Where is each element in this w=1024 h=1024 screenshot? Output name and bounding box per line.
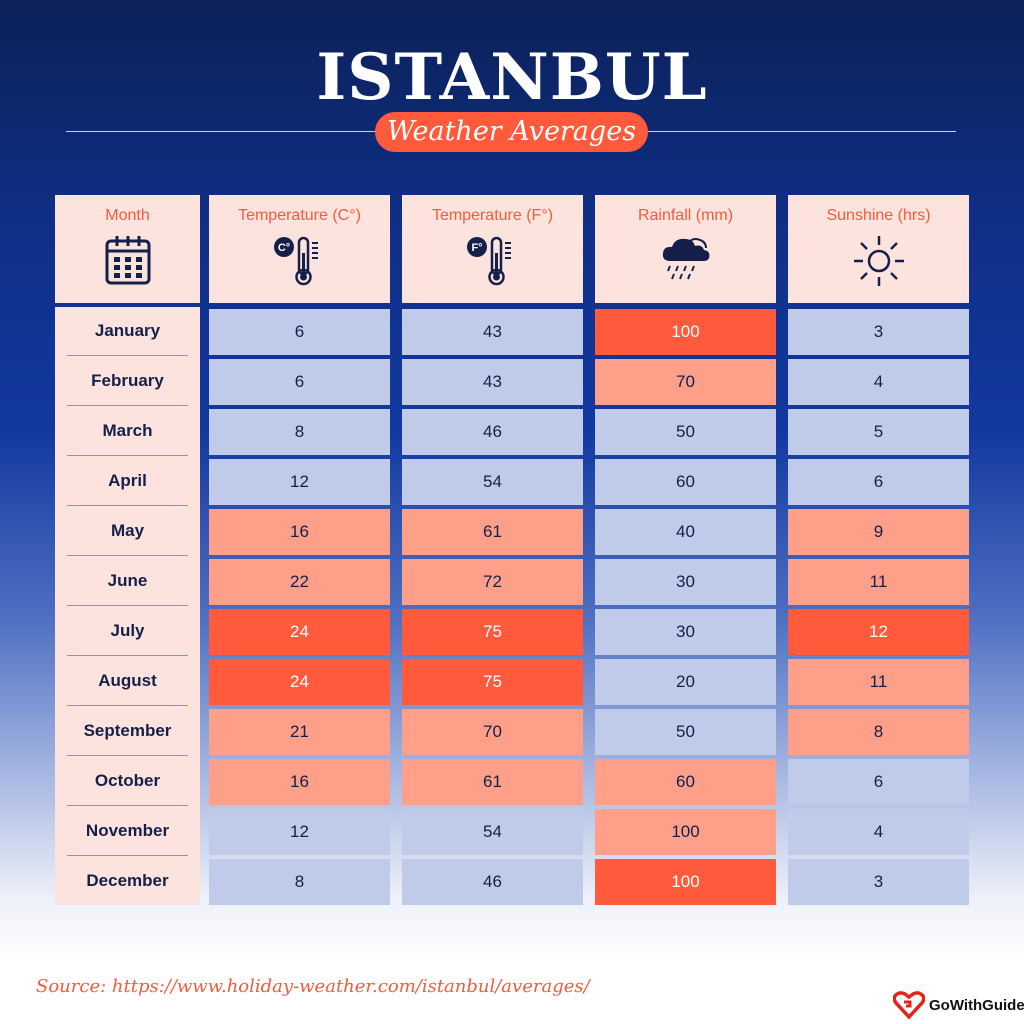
table-cell-rainfall: 60 [595,759,776,805]
table-cell-temp-c: 16 [209,759,390,805]
month-divider [67,405,188,406]
table-cell-rainfall: 20 [595,659,776,705]
table-cell-rainfall: 100 [595,309,776,355]
table-cell-temp-f: 61 [402,759,583,805]
month-column: January February March April May June July Augu… [55,307,200,905]
sun-icon [851,233,907,294]
table-cell-temp-c: 6 [209,359,390,405]
title-divider-left [66,131,378,132]
table-cell-temp-c: 22 [209,559,390,605]
month-divider [67,805,188,806]
header-label-sunshine: Sunshine (hrs) [826,207,931,224]
month-label: May [110,521,145,540]
month-label: August [98,671,157,690]
table-cell-temp-c: 8 [209,859,390,905]
table-cell-temp-f: 54 [402,459,583,505]
calendar-icon [103,233,153,292]
header-month: Month [55,195,200,303]
table-cell-temp-f: 75 [402,659,583,705]
month-label: June [107,571,148,590]
title-divider-right [646,131,956,132]
table-cell-temp-f: 43 [402,359,583,405]
table-cell-sunshine: 6 [788,759,969,805]
table-cell-sunshine: 5 [788,409,969,455]
header-sunshine: Sunshine (hrs) [788,195,969,303]
month-divider [67,655,188,656]
month-label: September [83,721,172,740]
header-rainfall: Rainfall (mm) [595,195,776,303]
table-cell-sunshine: 4 [788,809,969,855]
table-cell-sunshine: 11 [788,659,969,705]
thermometer-celsius-icon: C° [272,233,328,294]
table-cell-rainfall: 30 [595,559,776,605]
table-cell-temp-f: 46 [402,859,583,905]
table-cell-sunshine: 3 [788,859,969,905]
month-label: November [85,821,170,840]
table-cell-temp-c: 16 [209,509,390,555]
month-divider [67,705,188,706]
svg-text:F°: F° [471,242,482,254]
table-cell-sunshine: 8 [788,709,969,755]
month-divider [67,755,188,756]
table-cell-temp-f: 43 [402,309,583,355]
table-cell-sunshine: 12 [788,609,969,655]
table-cell-temp-c: 24 [209,609,390,655]
table-cell-temp-f: 70 [402,709,583,755]
header-label-month: Month [105,207,150,224]
header-label-temp-c: Temperature (C°) [238,207,361,224]
table-cell-sunshine: 11 [788,559,969,605]
month-label: April [108,471,147,490]
table-cell-temp-c: 6 [209,309,390,355]
source-citation[interactable]: Source: https://www.holiday-weather.com/… [36,976,590,997]
month-label: January [94,321,161,340]
table-cell-temp-c: 8 [209,409,390,455]
month-label: July [110,621,145,640]
table-cell-sunshine: 3 [788,309,969,355]
rain-cloud-icon [658,233,714,288]
table-cell-temp-c: 21 [209,709,390,755]
month-divider [67,355,188,356]
month-divider [67,855,188,856]
table-cell-temp-f: 54 [402,809,583,855]
table-cell-temp-c: 24 [209,659,390,705]
month-divider [67,505,188,506]
table-cell-temp-f: 46 [402,409,583,455]
header-temp-c: Temperature (C°) C° [209,195,390,303]
subtitle-pill: Weather Averages [375,112,648,152]
table-cell-temp-c: 12 [209,809,390,855]
table-cell-sunshine: 9 [788,509,969,555]
table-cell-temp-f: 75 [402,609,583,655]
table-cell-sunshine: 4 [788,359,969,405]
brand-name: GoWithGuide [929,997,1024,1014]
table-cell-sunshine: 6 [788,459,969,505]
table-cell-rainfall: 70 [595,359,776,405]
table-cell-rainfall: 30 [595,609,776,655]
table-cell-rainfall: 50 [595,409,776,455]
gowithguide-logo-icon [892,991,926,1020]
table-cell-rainfall: 50 [595,709,776,755]
header-label-temp-f: Temperature (F°) [431,207,554,224]
table-cell-rainfall: 40 [595,509,776,555]
month-label: October [94,771,161,790]
table-cell-rainfall: 100 [595,809,776,855]
table-cell-rainfall: 100 [595,859,776,905]
month-label: December [86,871,169,890]
month-label: March [102,421,153,440]
header-temp-f: Temperature (F°) F° [402,195,583,303]
month-divider [67,605,188,606]
month-divider [67,455,188,456]
month-label: February [91,371,164,390]
month-divider [67,555,188,556]
table-cell-temp-f: 61 [402,509,583,555]
page-title: ISTANBUL [316,40,708,115]
svg-text:C°: C° [277,242,289,254]
thermometer-fahrenheit-icon: F° [465,233,521,294]
table-cell-rainfall: 60 [595,459,776,505]
table-cell-temp-c: 12 [209,459,390,505]
header-label-rainfall: Rainfall (mm) [637,207,734,224]
table-cell-temp-f: 72 [402,559,583,605]
